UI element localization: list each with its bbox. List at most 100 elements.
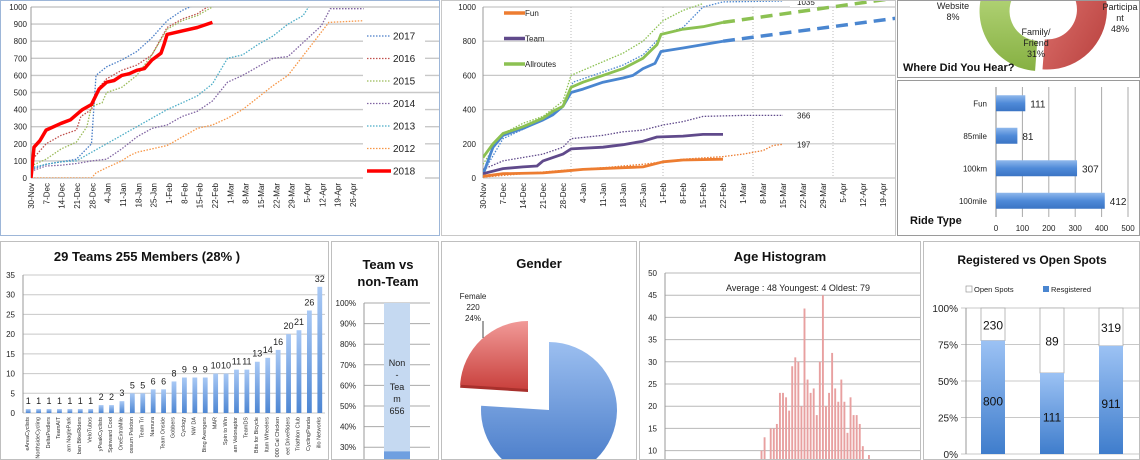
x-tick-label: 1-Mar [226, 183, 235, 204]
histogram-bar [868, 455, 870, 459]
category-label: ban BikeRiders [77, 417, 83, 455]
data-label: 24% [465, 314, 481, 323]
category-label: Gobbers [171, 417, 177, 438]
data-label-registered: 800 [983, 394, 1003, 408]
histogram-bar [825, 406, 827, 459]
category-label: Bits for Bicycle [254, 417, 260, 453]
histogram-bar [858, 423, 861, 459]
series-line-2012 [31, 20, 364, 178]
data-label: - [396, 370, 399, 380]
chart-title: Registered vs Open Spots [957, 253, 1107, 267]
bar [171, 381, 177, 413]
y-tick-label: 100% [932, 304, 958, 315]
y-tick-label: 50% [938, 377, 958, 388]
data-label: 220 [466, 303, 480, 312]
bar-team [384, 451, 410, 459]
category-label: Cyclogy [181, 417, 187, 437]
chart-subtitle: Average : 48 Youngest: 4 Oldest: 79 [726, 283, 870, 293]
bar-non-team [384, 303, 410, 452]
pie-label-website: Website [937, 1, 969, 11]
histogram-bar [855, 415, 858, 459]
legend-bg [363, 163, 425, 179]
data-label: 111 [1030, 99, 1046, 110]
chart-title: Gender [516, 256, 562, 271]
bar [77, 409, 83, 413]
subtitle-bg [696, 280, 900, 294]
series-line-2016 [31, 7, 209, 162]
bar-registered [1040, 372, 1064, 454]
category-label: 100km [963, 164, 987, 173]
histogram-bar [775, 423, 778, 459]
data-label: 9 [192, 365, 197, 375]
histogram-bar [812, 388, 815, 459]
y-tick-label: 15 [648, 424, 657, 433]
category-label: Triathlon Club [296, 417, 302, 451]
series-line-2014 [31, 8, 364, 172]
x-tick-label: 21-Dec [73, 183, 82, 209]
x-tick-label: 1-Mar [739, 183, 748, 204]
category-label: TeamAIT [56, 416, 62, 439]
bar [244, 369, 250, 413]
data-label: 9 [182, 365, 187, 375]
histogram-bar [763, 437, 766, 459]
legend-bg [363, 118, 425, 134]
bar [150, 389, 156, 413]
series-line-2017 [31, 7, 192, 171]
legend-bg [363, 50, 425, 67]
x-tick-label: 8-Feb [180, 182, 189, 203]
y-tick-label: 200 [14, 140, 28, 149]
category-label: 000 Cal Chicken [275, 417, 281, 457]
y-tick-label: 20 [6, 330, 15, 339]
category-label: NW DA [192, 417, 198, 436]
bar [46, 409, 52, 413]
category-label: TeamDS [244, 417, 250, 438]
histogram-bar [831, 352, 834, 459]
histogram-bar [769, 428, 772, 459]
bar [119, 401, 125, 413]
series-line-prev-team [483, 114, 783, 170]
x-tick-label: 22-Mar [799, 183, 808, 209]
bar [140, 393, 146, 413]
legend-swatch-open-spots [965, 285, 973, 293]
legend-label: 2012 [393, 144, 416, 155]
series-line-2018 [31, 20, 213, 178]
x-tick-label: 15-Mar [257, 183, 266, 209]
x-tick-label: 29-Mar [819, 183, 828, 209]
bar-open-spots [1098, 307, 1124, 347]
pie-label-participant: nt [1116, 13, 1124, 23]
chart-title: non-Team [357, 274, 418, 289]
x-tick-label: 15-Feb [699, 182, 708, 208]
x-tick-label: 500 [1121, 224, 1135, 233]
data-label-open: 89 [1045, 334, 1059, 348]
legend-label: Open Spots [974, 285, 1014, 294]
category-label: eAreaCyclists [25, 417, 31, 451]
x-tick-label: 5-Apr [839, 183, 848, 203]
pie-label-website: 8% [946, 12, 959, 22]
y-tick-label: 75% [938, 341, 958, 352]
bar [67, 409, 73, 413]
bar [25, 409, 31, 413]
data-label: 3 [119, 388, 124, 398]
series-line-2013 [31, 7, 310, 169]
data-label: 8 [171, 368, 176, 378]
bar-100mile [996, 192, 1105, 209]
data-label: 1 [47, 396, 52, 406]
x-tick-label: 19-Apr [334, 183, 343, 207]
x-tick-label: 11-Jan [599, 183, 608, 207]
bar [223, 373, 229, 413]
bar [57, 409, 62, 413]
x-tick-label: 1-Feb [165, 182, 174, 203]
y-tick-label: 0 [11, 409, 16, 418]
data-label-open: 230 [983, 318, 1003, 332]
y-tick-label: 0 [472, 174, 477, 183]
data-label: 5 [140, 380, 145, 390]
data-label: 307 [1082, 164, 1099, 175]
category-label: am Velonaptor [233, 417, 239, 453]
y-tick-label: 60% [340, 381, 356, 390]
y-tick-label: 25 [648, 380, 657, 389]
y-tick-label: 35 [648, 336, 657, 345]
legend-label: Allroutes [525, 60, 556, 69]
data-label-registered: 911 [1101, 397, 1120, 411]
y-tick-label: 40 [648, 313, 657, 322]
series-line-fun [483, 157, 724, 178]
